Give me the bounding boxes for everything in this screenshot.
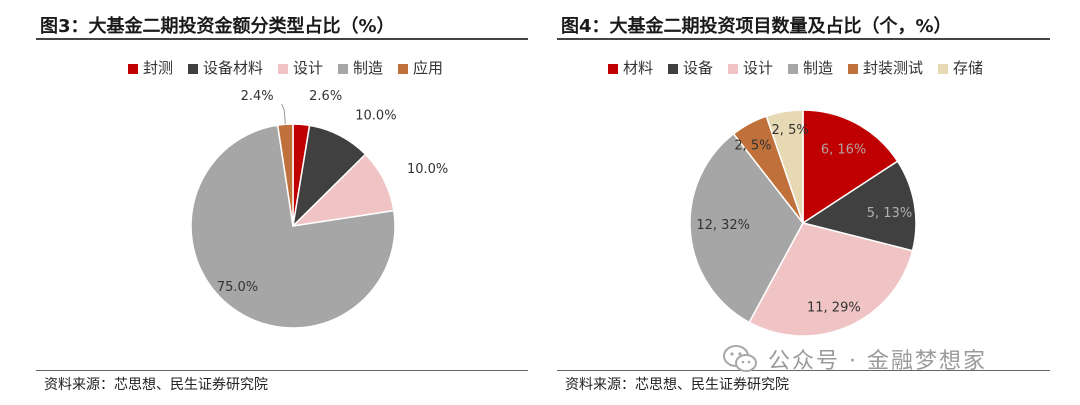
left-pie-chart: 封测 设备材料 设计 制造 应用 2.6% 10.0% 10.0% 75.0% 2.4% <box>128 59 448 329</box>
right-pie-slice-2 <box>748 222 914 337</box>
right-data-label-1: 5, 13% <box>867 206 912 221</box>
right-legend-swatch-3 <box>788 64 798 74</box>
left-legend: 封测 设备材料 设计 制造 应用 <box>128 59 443 77</box>
right-legend-label-4: 封装测试 <box>863 59 923 77</box>
right-legend-label-0: 材料 <box>623 59 653 77</box>
right-legend-swatch-5 <box>938 64 948 74</box>
right-figure-title: 图4：大基金二期投资项目数量及占比（个，%） <box>561 16 952 37</box>
left-legend-label-2: 设计 <box>293 59 323 77</box>
left-legend-label-1: 设备材料 <box>203 59 263 77</box>
right-legend-label-5: 存储 <box>953 59 983 77</box>
left-data-label-1: 10.0% <box>355 108 396 123</box>
right-pie-chart: 材料 设备 设计 制造 封装测试 存储 6, 16% 5, 13% 11, 29% 12, 32%… <box>608 59 983 337</box>
left-source-rule <box>36 370 528 371</box>
left-legend-swatch-4 <box>398 64 408 74</box>
left-figure-panel: 图3：大基金二期投资金额分类型占比（%） 封测 设备材料 设计 制造 应用 2.6% 10.… <box>36 0 528 405</box>
right-title-rule <box>557 38 1050 40</box>
right-source-rule <box>557 370 1050 371</box>
right-pie-slice-5 <box>765 109 804 224</box>
left-title-rule <box>36 38 528 40</box>
left-data-label-4: 2.4% <box>241 89 274 104</box>
right-legend-swatch-2 <box>728 64 738 74</box>
wechat-icon <box>723 345 757 372</box>
left-figure-title: 图3：大基金二期投资金额分类型占比（%） <box>40 16 395 37</box>
left-pie-slice-3 <box>190 124 396 329</box>
right-source-text: 资料来源：芯思想、民生证券研究院 <box>565 377 789 393</box>
right-data-label-0: 6, 16% <box>821 142 866 157</box>
left-legend-label-4: 应用 <box>413 59 443 77</box>
left-legend-label-0: 封测 <box>143 59 173 77</box>
left-legend-swatch-3 <box>338 64 348 74</box>
right-legend-label-3: 制造 <box>803 59 833 77</box>
left-legend-swatch-2 <box>278 64 288 74</box>
right-data-label-5: 2, 5% <box>772 123 809 138</box>
right-source-note: 资料来源：芯思想、民生证券研究院 <box>565 374 789 394</box>
left-source-note: 资料来源：芯思想、民生证券研究院 <box>44 374 268 394</box>
left-legend-swatch-0 <box>128 64 138 74</box>
left-slices: 2.6% 10.0% 10.0% 75.0% 2.4% <box>190 89 448 329</box>
left-legend-swatch-1 <box>188 64 198 74</box>
watermark-text: 公众号 · 金融梦想家 <box>768 349 987 374</box>
right-legend-swatch-4 <box>848 64 858 74</box>
left-data-label-3: 75.0% <box>217 280 258 295</box>
right-data-label-2: 11, 29% <box>807 300 861 315</box>
right-pie-slice-1 <box>801 160 917 252</box>
left-leader-line-4 <box>281 103 286 125</box>
left-source-text: 资料来源：芯思想、民生证券研究院 <box>44 377 268 393</box>
right-legend-label-1: 设备 <box>683 59 713 77</box>
left-legend-label-3: 制造 <box>353 59 383 77</box>
left-data-label-0: 2.6% <box>309 89 342 104</box>
right-pie-slice-0 <box>802 109 899 225</box>
right-data-label-3: 12, 32% <box>696 218 750 233</box>
right-legend-swatch-0 <box>608 64 618 74</box>
right-slices: 6, 16% 5, 13% 11, 29% 12, 32% 2, 5%2, 5% <box>689 109 917 337</box>
right-legend-label-2: 设计 <box>743 59 773 77</box>
right-legend-swatch-1 <box>668 64 678 74</box>
right-legend: 材料 设备 设计 制造 封装测试 存储 <box>608 59 983 77</box>
watermark: 公众号 · 金融梦想家 <box>722 342 987 376</box>
right-figure-panel: 图4：大基金二期投资项目数量及占比（个，%） 材料 设备 设计 制造 封装测试 存储 6, … <box>557 0 1050 405</box>
left-data-label-2: 10.0% <box>407 162 448 177</box>
right-pie-slice-3 <box>689 132 804 324</box>
right-data-label-4: 2, 5% <box>734 139 771 154</box>
